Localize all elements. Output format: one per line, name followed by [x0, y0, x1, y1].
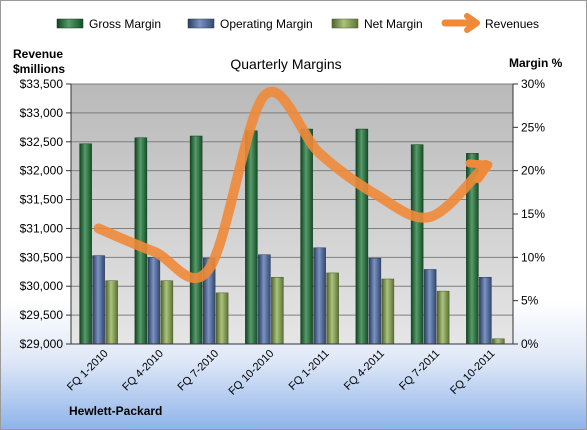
bar-net-margin-0 — [105, 280, 118, 345]
bar-operating-margin-7 — [479, 277, 492, 345]
category-label: FQ 7-2010 — [176, 348, 222, 394]
legend-label-gross-margin: Gross Margin — [89, 17, 161, 31]
bar-operating-margin-5 — [368, 257, 382, 345]
right-tick-label: 25% — [521, 120, 545, 134]
bar-operating-margin-4 — [313, 247, 326, 345]
legend-arrow-revenues — [464, 13, 480, 33]
legend-swatch-operating-margin — [187, 18, 215, 29]
bar-gross-margin-3 — [245, 130, 258, 345]
bar-net-margin-5 — [381, 278, 395, 345]
legend-label-net-margin: Net Margin — [364, 17, 423, 31]
right-tick-label: 10% — [521, 250, 545, 264]
legend-swatch-gross-margin — [56, 18, 84, 29]
left-tick-label: $33,500 — [20, 77, 64, 91]
right-tick-label: 20% — [521, 164, 545, 178]
legend-label-revenues: Revenues — [485, 17, 539, 31]
bar-operating-margin-6 — [423, 269, 437, 345]
bar-operating-margin-3 — [258, 254, 271, 345]
bar-gross-margin-2 — [189, 135, 203, 345]
right-axis-label: Margin % — [509, 56, 563, 70]
footer-company: Hewlett-Packard — [69, 404, 162, 418]
legend-label-operating-margin: Operating Margin — [220, 17, 313, 31]
left-tick-label: $31,000 — [20, 221, 64, 235]
left-axis-label-line1: Revenue — [13, 47, 63, 61]
chart-title: Quarterly Margins — [230, 56, 341, 72]
left-tick-label: $30,500 — [20, 250, 64, 264]
legend-swatch-net-margin — [331, 18, 359, 29]
bar-net-margin-6 — [436, 290, 450, 345]
left-tick-label: $29,000 — [20, 337, 64, 351]
left-tick-label: $33,000 — [20, 106, 64, 120]
category-label: FQ 10-2010 — [227, 348, 277, 398]
revenues-arrowhead — [465, 159, 493, 184]
category-label: FQ 7-2011 — [397, 348, 442, 393]
left-tick-label: $31,500 — [20, 193, 64, 207]
category-label: FQ 10-2011 — [448, 348, 497, 397]
bar-operating-margin-1 — [147, 257, 161, 345]
left-axis-label-line2: $millions — [13, 62, 65, 76]
bar-net-margin-7 — [492, 338, 505, 345]
bar-operating-margin-0 — [92, 255, 105, 345]
bar-gross-margin-4 — [300, 128, 313, 345]
left-tick-label: $30,000 — [20, 279, 64, 293]
left-tick-label: $32,500 — [20, 135, 64, 149]
bar-net-margin-3 — [271, 277, 284, 345]
right-tick-label: 0% — [521, 337, 539, 351]
right-tick-label: 15% — [521, 207, 545, 221]
bar-net-margin-4 — [326, 272, 339, 345]
revenues-line — [93, 87, 491, 283]
left-tick-label: $29,500 — [20, 308, 64, 322]
bar-gross-margin-6 — [410, 144, 424, 345]
right-tick-label: 30% — [521, 77, 545, 91]
bar-gross-margin-5 — [355, 128, 369, 345]
bar-net-margin-1 — [160, 280, 174, 345]
category-label: FQ 1-2010 — [65, 348, 111, 394]
left-tick-label: $32,000 — [20, 164, 64, 178]
category-label: FQ 1-2011 — [287, 348, 332, 393]
bar-gross-margin-0 — [79, 143, 92, 345]
bar-net-margin-2 — [215, 292, 229, 345]
right-tick-label: 5% — [521, 294, 539, 308]
category-label: FQ 4-2011 — [342, 348, 387, 393]
category-label: FQ 4-2010 — [120, 348, 166, 394]
